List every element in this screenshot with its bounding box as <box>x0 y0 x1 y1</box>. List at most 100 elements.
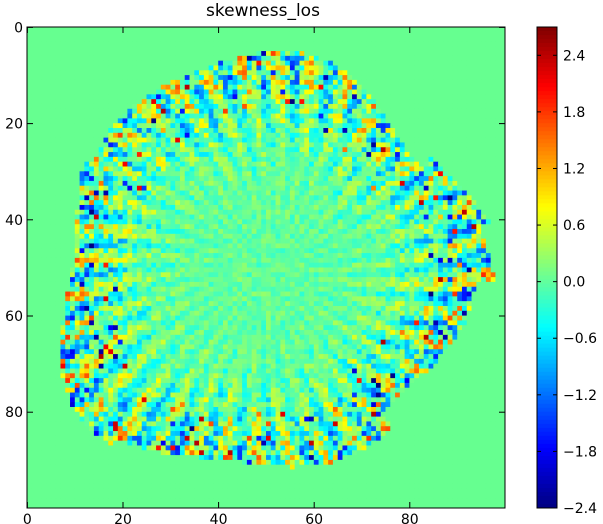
heatmap-cell <box>194 89 200 95</box>
heatmap-cell <box>89 248 95 254</box>
heatmap-cell <box>141 94 147 100</box>
heatmap-cell <box>366 214 372 220</box>
heatmap-cell <box>36 238 42 244</box>
heatmap-cell <box>289 79 296 86</box>
heatmap-cell <box>328 36 334 42</box>
heatmap-cell <box>203 262 210 268</box>
heatmap-cell <box>98 31 104 38</box>
heatmap-cell <box>495 118 501 124</box>
heatmap-cell <box>395 219 401 225</box>
heatmap-cell <box>457 75 463 81</box>
heatmap-cell <box>375 176 382 182</box>
heatmap-cell <box>332 152 339 158</box>
heatmap-cell <box>46 75 52 81</box>
heatmap-cell <box>409 36 415 42</box>
heatmap-cell <box>328 190 334 196</box>
heatmap-cell <box>122 147 128 153</box>
heatmap-cell <box>50 209 57 215</box>
heatmap-cell <box>309 253 315 259</box>
heatmap-cell <box>213 243 219 249</box>
heatmap-cell <box>332 253 339 259</box>
heatmap-cell <box>31 108 37 114</box>
heatmap-cell <box>46 229 52 235</box>
heatmap-cell <box>361 180 367 187</box>
heatmap-cell <box>108 113 114 119</box>
heatmap-cell <box>485 108 492 114</box>
heatmap-cell <box>242 132 248 139</box>
heatmap-cell <box>132 132 138 139</box>
heatmap-cell <box>156 229 162 235</box>
heatmap-cell <box>175 70 181 76</box>
heatmap-cell <box>294 60 300 66</box>
heatmap-cell <box>127 229 133 235</box>
heatmap-cell <box>194 142 200 148</box>
heatmap-cell <box>390 46 396 52</box>
heatmap-cell <box>347 36 353 42</box>
heatmap-cell <box>490 171 496 177</box>
heatmap-cell <box>89 204 95 211</box>
heatmap-cell <box>414 99 420 105</box>
heatmap-cell <box>275 176 281 182</box>
heatmap-cell <box>356 190 362 196</box>
heatmap-cell <box>418 147 425 153</box>
heatmap-cell <box>385 75 391 81</box>
heatmap-cell <box>490 65 496 71</box>
heatmap-cell <box>452 147 458 153</box>
heatmap-cell <box>151 161 157 167</box>
heatmap-cell <box>46 118 52 124</box>
heatmap-cell <box>136 176 143 182</box>
heatmap-cell <box>461 99 468 105</box>
heatmap-cell <box>399 137 406 143</box>
heatmap-cell <box>471 204 477 211</box>
heatmap-cell <box>418 180 425 187</box>
heatmap-cell <box>490 84 496 90</box>
heatmap-cell <box>385 41 391 47</box>
heatmap-cell <box>495 180 501 187</box>
heatmap-cell <box>294 224 300 230</box>
heatmap-cell <box>366 233 372 240</box>
heatmap-cell <box>189 113 195 119</box>
heatmap-cell <box>89 31 95 38</box>
heatmap-cell <box>452 204 458 211</box>
heatmap-cell <box>218 75 224 81</box>
heatmap-cell <box>203 132 210 139</box>
heatmap-cell <box>438 99 444 105</box>
heatmap-cell <box>132 137 138 143</box>
heatmap-cell <box>31 103 37 110</box>
heatmap-cell <box>481 65 487 71</box>
heatmap-cell <box>261 94 267 100</box>
heatmap-cell <box>385 204 391 211</box>
heatmap-cell <box>256 195 262 201</box>
heatmap-cell <box>117 248 123 254</box>
heatmap-cell <box>285 147 291 153</box>
heatmap-cell <box>452 190 458 196</box>
heatmap-cell <box>471 152 477 158</box>
heatmap-cell <box>84 103 90 110</box>
heatmap-cell <box>222 94 229 100</box>
heatmap-cell <box>194 27 200 33</box>
heatmap-cell <box>184 46 190 52</box>
heatmap-cell <box>141 147 147 153</box>
heatmap-cell <box>414 214 420 220</box>
heatmap-cell <box>175 195 181 201</box>
heatmap-cell <box>74 36 80 42</box>
heatmap-cell <box>270 229 276 235</box>
heatmap-cell <box>457 176 463 182</box>
heatmap-cell <box>371 253 377 259</box>
heatmap-cell <box>294 118 300 124</box>
heatmap-cell <box>232 123 238 129</box>
heatmap-cell <box>318 238 324 244</box>
heatmap-cell <box>309 257 315 264</box>
heatmap-cell <box>399 243 406 249</box>
heatmap-cell <box>285 233 291 240</box>
heatmap-cell <box>352 152 358 158</box>
heatmap-cell <box>433 103 439 110</box>
heatmap-cell <box>361 36 367 42</box>
heatmap-cell <box>127 262 133 268</box>
heatmap-cell <box>151 166 157 172</box>
heatmap-cell <box>409 55 415 62</box>
heatmap-cell <box>151 233 157 240</box>
heatmap-cell <box>313 60 319 66</box>
heatmap-cell <box>27 89 33 95</box>
heatmap-cell <box>452 27 458 33</box>
